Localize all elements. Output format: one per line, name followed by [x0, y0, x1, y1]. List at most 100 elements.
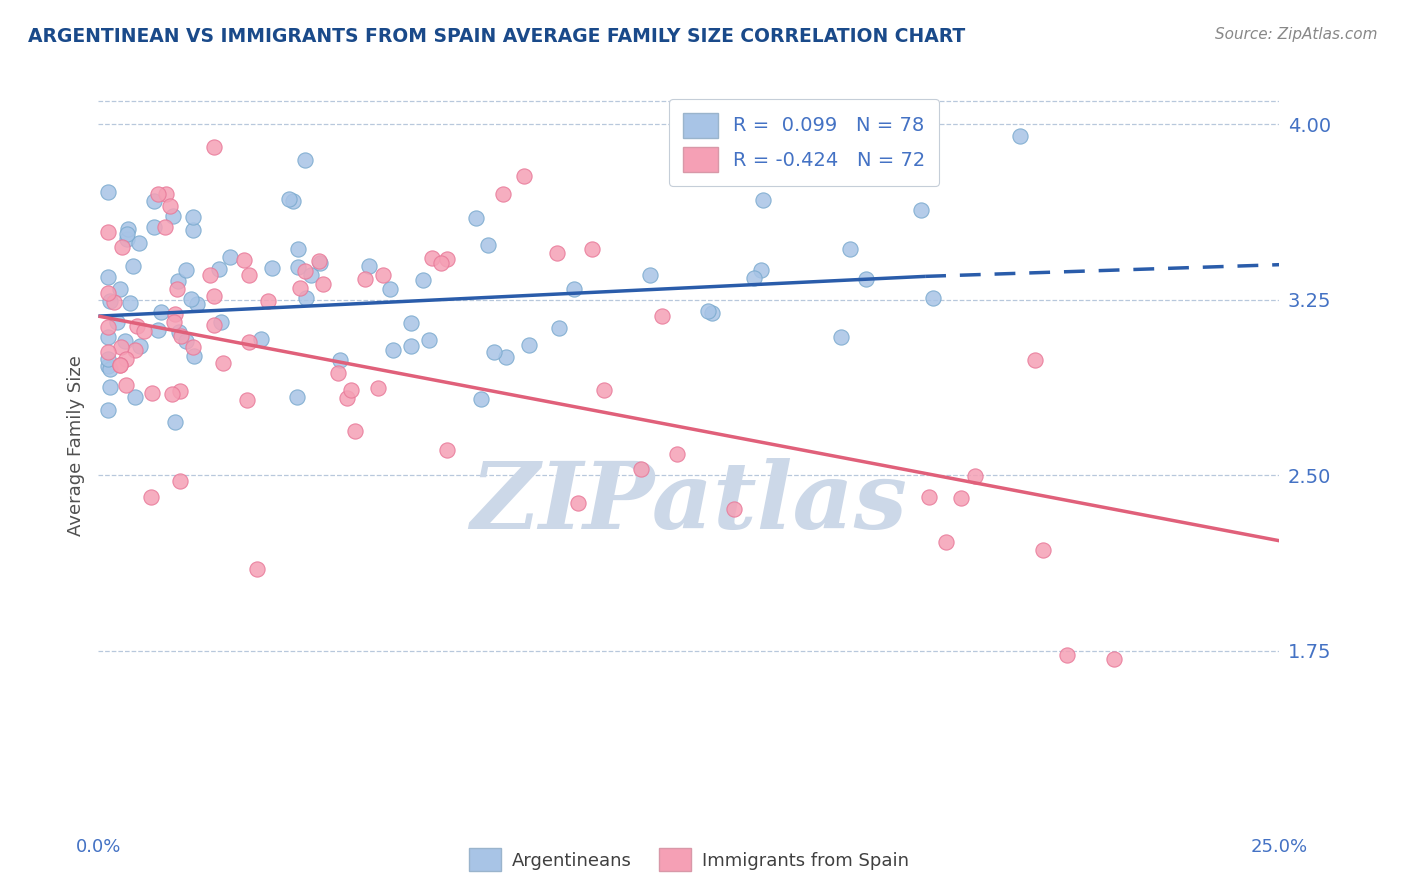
Point: [141, 386, 163, 401]
Point: [277, 192, 299, 206]
Point: [326, 366, 349, 380]
Point: [299, 268, 322, 282]
Text: 0.0%: 0.0%: [76, 838, 121, 856]
Point: [146, 323, 169, 337]
Point: [339, 384, 361, 398]
Point: [246, 562, 269, 576]
Point: [283, 194, 305, 209]
Point: [651, 310, 673, 324]
Point: [260, 261, 283, 276]
Point: [238, 335, 260, 350]
Point: [749, 263, 772, 277]
Point: [153, 219, 176, 234]
Point: [294, 263, 316, 277]
Point: [380, 282, 402, 296]
Point: [115, 232, 138, 246]
Point: [115, 227, 138, 241]
Point: [128, 235, 150, 250]
Point: [166, 274, 188, 288]
Point: [117, 222, 139, 236]
Point: [97, 344, 120, 359]
Point: [256, 294, 278, 309]
Point: [965, 469, 987, 483]
Point: [666, 447, 689, 461]
Point: [697, 304, 720, 318]
Point: [567, 496, 589, 510]
Point: [630, 461, 652, 475]
Point: [382, 343, 405, 357]
Point: [97, 351, 120, 366]
Point: [183, 350, 205, 364]
Point: [512, 169, 534, 183]
Point: [124, 343, 146, 358]
Point: [343, 425, 366, 439]
Point: [108, 359, 131, 373]
Point: [373, 268, 395, 282]
Point: [139, 490, 162, 504]
Point: [354, 272, 377, 286]
Point: [198, 268, 221, 282]
Point: [167, 326, 190, 340]
Point: [593, 383, 616, 397]
Y-axis label: Average Family Size: Average Family Size: [66, 356, 84, 536]
Point: [429, 256, 451, 270]
Legend: R =  0.099   N = 78, R = -0.424   N = 72: R = 0.099 N = 78, R = -0.424 N = 72: [669, 99, 939, 186]
Point: [336, 391, 359, 405]
Point: [399, 339, 422, 353]
Point: [97, 320, 120, 334]
Point: [547, 320, 569, 334]
Point: [97, 359, 120, 373]
Point: [249, 333, 271, 347]
Point: [163, 307, 186, 321]
Point: [180, 292, 202, 306]
Point: [742, 271, 765, 285]
Point: [103, 295, 125, 310]
Point: [97, 185, 120, 199]
Point: [120, 296, 142, 310]
Point: [638, 268, 661, 283]
Point: [181, 223, 204, 237]
Point: [202, 139, 225, 153]
Point: [181, 210, 204, 224]
Point: [163, 416, 186, 430]
Point: [219, 250, 242, 264]
Point: [1008, 128, 1031, 143]
Point: [367, 381, 389, 395]
Point: [412, 273, 434, 287]
Point: [285, 390, 308, 404]
Point: [399, 317, 422, 331]
Point: [918, 490, 941, 504]
Point: [169, 474, 191, 488]
Point: [174, 334, 197, 349]
Point: [97, 285, 120, 300]
Point: [97, 270, 120, 285]
Point: [125, 319, 148, 334]
Point: [830, 330, 852, 344]
Point: [202, 289, 225, 303]
Point: [208, 262, 231, 277]
Point: [110, 358, 132, 372]
Point: [114, 334, 136, 349]
Point: [110, 340, 132, 354]
Point: [418, 333, 440, 347]
Point: [723, 501, 745, 516]
Point: [890, 160, 912, 174]
Point: [287, 242, 309, 256]
Point: [115, 378, 138, 392]
Point: [97, 225, 120, 239]
Point: [100, 380, 122, 394]
Point: [155, 186, 177, 201]
Text: ZIPatlas: ZIPatlas: [471, 458, 907, 548]
Point: [209, 315, 232, 329]
Point: [465, 211, 488, 225]
Point: [170, 329, 193, 343]
Point: [357, 259, 380, 273]
Point: [143, 194, 166, 209]
Point: [124, 390, 146, 404]
Point: [288, 281, 311, 295]
Point: [121, 259, 143, 273]
Point: [562, 281, 585, 295]
Point: [482, 345, 505, 359]
Point: [1056, 648, 1078, 663]
Point: [855, 272, 877, 286]
